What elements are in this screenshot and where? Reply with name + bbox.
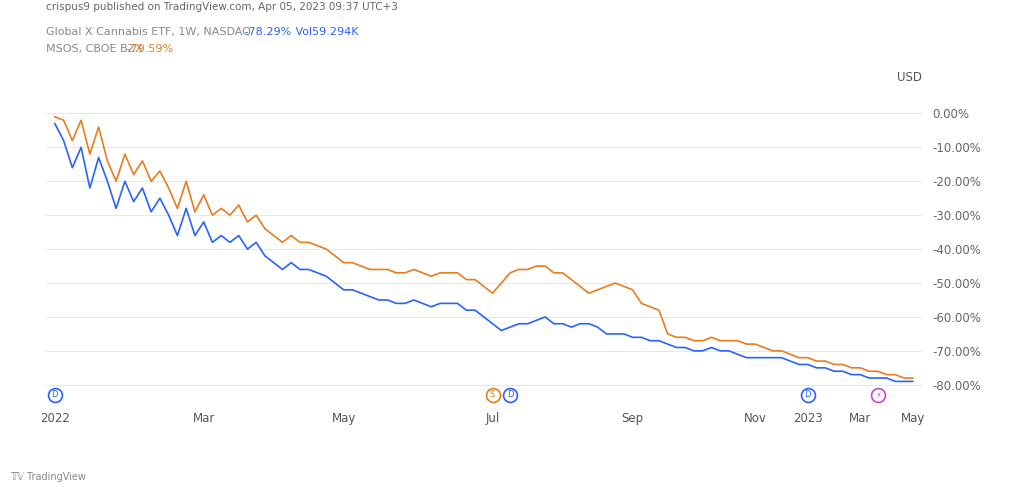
Text: -79.59%: -79.59% (123, 44, 173, 54)
Text: D: D (805, 391, 811, 399)
Text: Global X Cannabis ETF, 1W, NASDAQ: Global X Cannabis ETF, 1W, NASDAQ (46, 27, 251, 37)
Text: -78.29%: -78.29% (241, 27, 291, 37)
Text: ⚡: ⚡ (874, 391, 881, 399)
Text: Vol59.294K: Vol59.294K (292, 27, 358, 37)
Text: MSOS, CBOE BZX: MSOS, CBOE BZX (46, 44, 143, 54)
Text: D: D (507, 391, 513, 399)
Text: USD: USD (897, 71, 922, 84)
Text: crispus9 published on TradingView.com, Apr 05, 2023 09:37 UTC+3: crispus9 published on TradingView.com, A… (46, 2, 398, 13)
Text: S: S (489, 391, 496, 399)
Text: D: D (51, 391, 58, 399)
Text: 𝕋𝕍 TradingView: 𝕋𝕍 TradingView (10, 472, 86, 482)
